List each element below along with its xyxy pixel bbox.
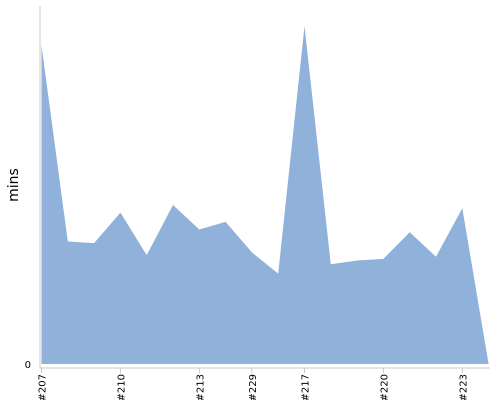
x-tick-label: #229 — [248, 374, 259, 400]
chart-areas — [41, 26, 500, 364]
x-tick-label: #223 — [458, 374, 469, 400]
main-series-area — [41, 26, 500, 364]
y-axis-ticks: 0 — [25, 360, 31, 371]
chart-axes — [39, 6, 490, 369]
x-tick-label: #220 — [379, 374, 390, 400]
x-axis-ticks: #207#210#213#217#220#223#225#227#229 — [38, 368, 469, 400]
x-tick-label: #213 — [195, 374, 206, 400]
y-tick-label: 0 — [25, 360, 31, 371]
x-tick-label: #217 — [301, 374, 312, 400]
x-tick-label: #210 — [116, 374, 127, 400]
x-tick-label: #207 — [38, 374, 49, 400]
y-axis-label: mins — [6, 168, 22, 202]
